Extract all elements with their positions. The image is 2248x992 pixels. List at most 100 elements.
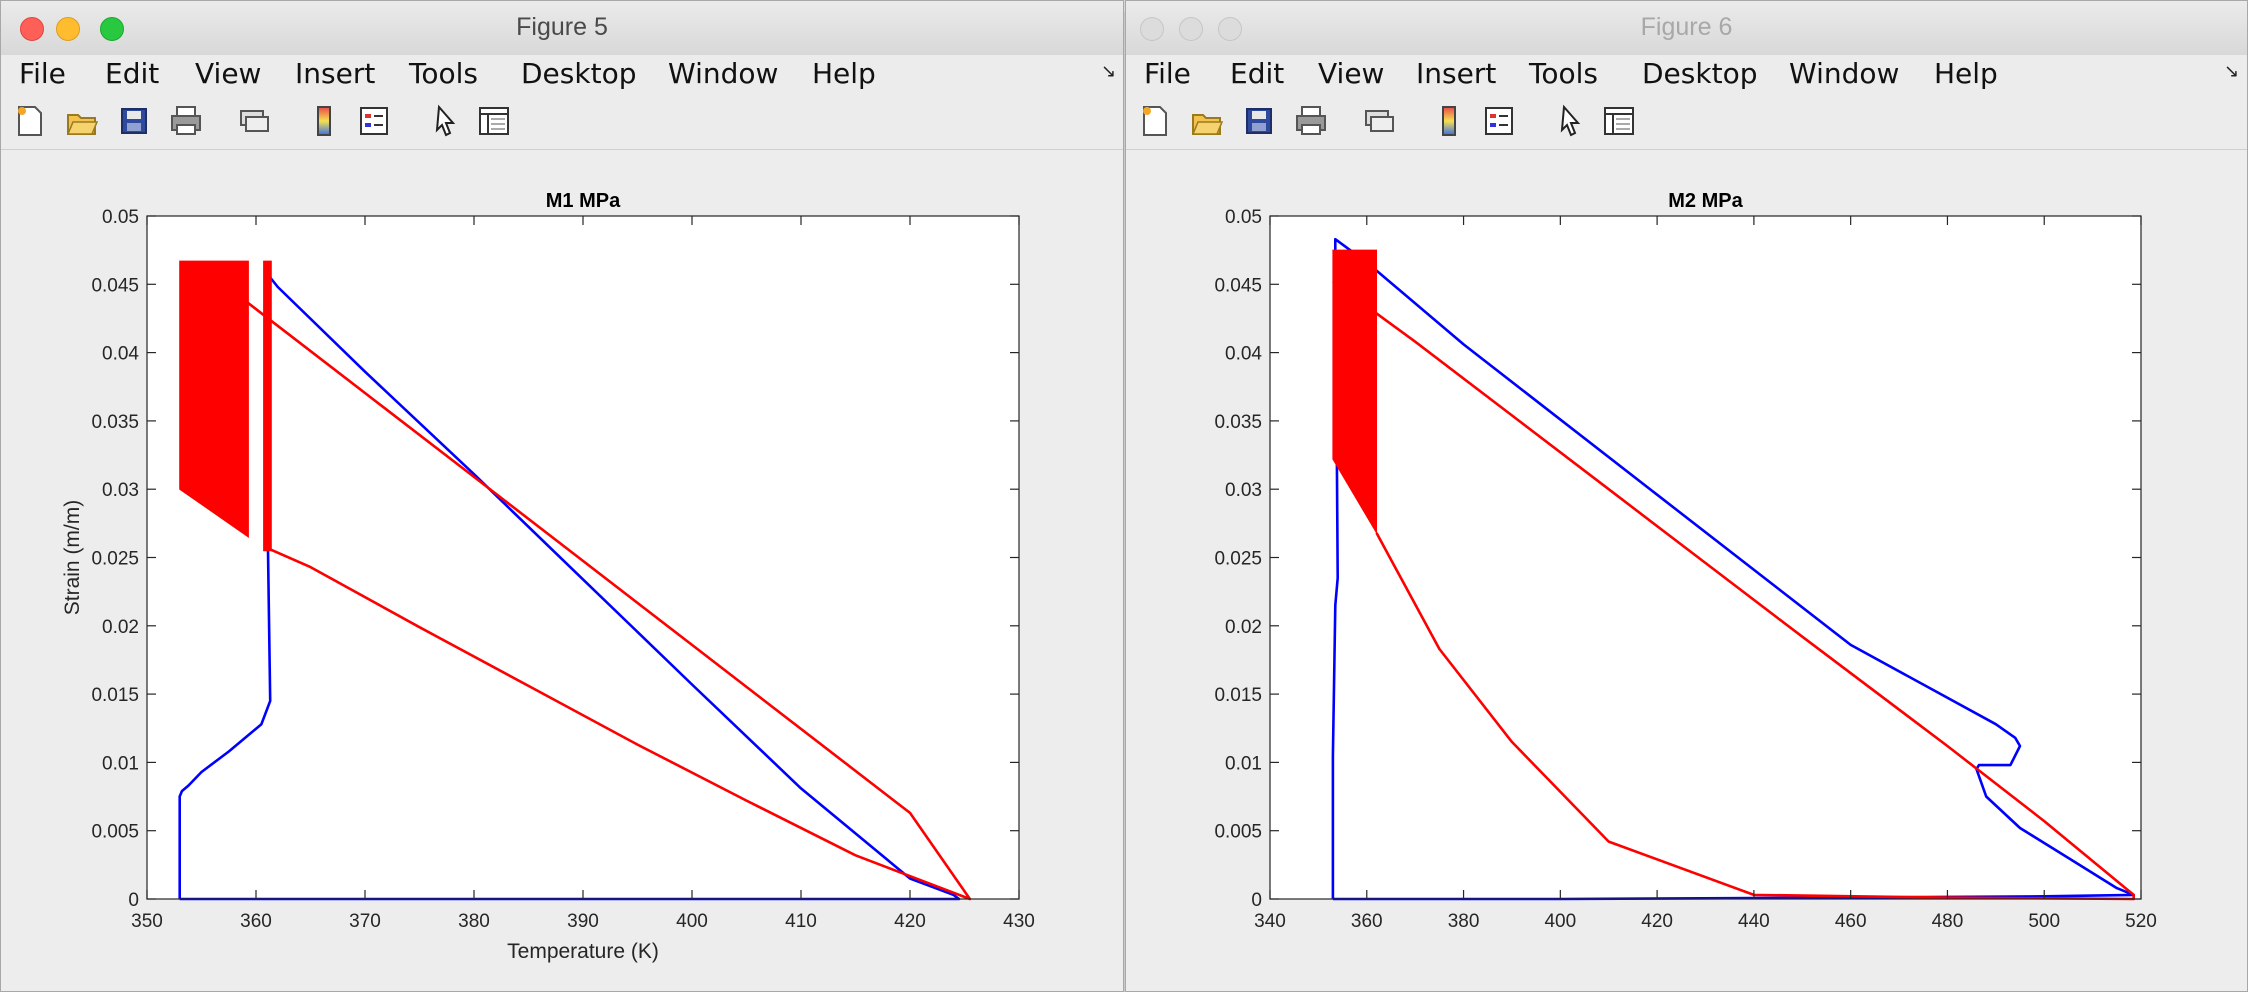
y-tick-label: 0.03 bbox=[102, 480, 139, 501]
x-tick-label: 380 bbox=[1448, 911, 1480, 932]
y-tick-label: 0.01 bbox=[102, 753, 139, 774]
link-icon[interactable] bbox=[237, 103, 271, 139]
close-window-icon[interactable] bbox=[20, 17, 44, 41]
x-tick-label: 390 bbox=[567, 911, 599, 932]
x-tick-label: 340 bbox=[1254, 911, 1286, 932]
figure-window-5[interactable]: Figure 5 File Edit View Insert Tools Des… bbox=[0, 0, 1124, 992]
y-tick-label: 0.05 bbox=[102, 207, 139, 228]
y-tick-label: 0.04 bbox=[102, 344, 139, 365]
legend-icon[interactable] bbox=[1482, 103, 1516, 139]
plot-area[interactable]: 350 360 370 380 390 400 410 420 430 0 0.005 0.01 0.0… bbox=[1, 150, 1123, 992]
open-file-icon[interactable] bbox=[65, 103, 99, 139]
x-tick-label: 360 bbox=[240, 911, 272, 932]
plot-area[interactable]: 340 360 380 400 420 440 460 480 500 520 0 0.005 0.01… bbox=[1126, 150, 2247, 992]
menu-edit[interactable]: Edit bbox=[1230, 57, 1285, 90]
pointer-icon[interactable] bbox=[429, 103, 463, 139]
x-tick-label: 520 bbox=[2125, 911, 2157, 932]
menu-help[interactable]: Help bbox=[812, 57, 876, 90]
print-icon[interactable] bbox=[1294, 103, 1328, 139]
series-fill-3 bbox=[263, 260, 272, 552]
open-file-icon[interactable] bbox=[1190, 103, 1224, 139]
link-icon[interactable] bbox=[1362, 103, 1396, 139]
print-icon[interactable] bbox=[169, 103, 203, 139]
save-icon[interactable] bbox=[1242, 103, 1276, 139]
y-axis-label: Strain (m/m) bbox=[61, 500, 84, 616]
y-tick-label: 0.03 bbox=[1225, 480, 1262, 501]
y-tick-label: 0.035 bbox=[91, 412, 139, 433]
y-tick-label: 0.045 bbox=[1214, 275, 1262, 296]
menu-file[interactable]: File bbox=[1144, 57, 1191, 90]
series-line-1 bbox=[1332, 280, 2136, 901]
x-tick-label: 370 bbox=[349, 911, 381, 932]
window-title: Figure 5 bbox=[516, 13, 608, 41]
figure-toolbar bbox=[1, 93, 1123, 150]
menu-tools[interactable]: Tools bbox=[1529, 57, 1598, 90]
menu-bar: File Edit View Insert Tools Desktop Wind… bbox=[1126, 55, 2247, 93]
y-tick-label: 0.015 bbox=[91, 685, 139, 706]
y-tick-label: 0.05 bbox=[1225, 207, 1262, 228]
x-tick-label: 380 bbox=[458, 911, 490, 932]
figure-window-6[interactable]: Figure 6 File Edit View Insert Tools Des… bbox=[1125, 0, 2248, 992]
x-tick-label: 410 bbox=[785, 911, 817, 932]
dock-arrow-icon[interactable]: ↘ bbox=[1101, 61, 1117, 81]
x-tick-label: 400 bbox=[676, 911, 708, 932]
y-tick-label: 0.045 bbox=[91, 275, 139, 296]
y-tick-label: 0.025 bbox=[1214, 549, 1262, 570]
y-tick-label: 0.035 bbox=[1214, 412, 1262, 433]
menu-help[interactable]: Help bbox=[1934, 57, 1998, 90]
pointer-icon[interactable] bbox=[1554, 103, 1588, 139]
menu-file[interactable]: File bbox=[19, 57, 66, 90]
x-tick-label: 430 bbox=[1003, 911, 1035, 932]
menu-tools[interactable]: Tools bbox=[409, 57, 478, 90]
chart-title: M1 MPa bbox=[546, 190, 621, 212]
menu-insert[interactable]: Insert bbox=[295, 57, 376, 90]
series-line-1 bbox=[244, 299, 972, 901]
axes-background bbox=[1270, 216, 2141, 899]
new-figure-icon[interactable] bbox=[1138, 103, 1172, 139]
minimize-window-icon[interactable] bbox=[56, 17, 80, 41]
title-bar[interactable]: Figure 5 bbox=[1, 1, 1123, 56]
property-inspector-icon[interactable] bbox=[1602, 103, 1636, 139]
minimize-window-icon[interactable] bbox=[1179, 17, 1203, 41]
y-tick-label: 0.01 bbox=[1225, 753, 1262, 774]
menu-window[interactable]: Window bbox=[1789, 57, 1900, 90]
y-tick-label: 0.02 bbox=[102, 617, 139, 638]
legend-icon[interactable] bbox=[357, 103, 391, 139]
x-tick-label: 400 bbox=[1544, 911, 1576, 932]
new-figure-icon[interactable] bbox=[13, 103, 47, 139]
y-tick-label: 0 bbox=[128, 890, 139, 911]
y-tick-label: 0.02 bbox=[1225, 617, 1262, 638]
property-inspector-icon[interactable] bbox=[477, 103, 511, 139]
colorbar-icon[interactable] bbox=[1432, 103, 1466, 139]
x-tick-label: 420 bbox=[1641, 911, 1673, 932]
zoom-window-icon[interactable] bbox=[100, 17, 124, 41]
close-window-icon[interactable] bbox=[1140, 17, 1164, 41]
x-axis-label: Temperature (K) bbox=[507, 940, 659, 963]
menu-window[interactable]: Window bbox=[668, 57, 779, 90]
series-fill-2 bbox=[179, 260, 249, 538]
x-tick-label: 360 bbox=[1351, 911, 1383, 932]
menu-bar: File Edit View Insert Tools Desktop Wind… bbox=[1, 55, 1123, 93]
x-tick-label: 480 bbox=[1932, 911, 1964, 932]
menu-desktop[interactable]: Desktop bbox=[521, 57, 637, 90]
menu-desktop[interactable]: Desktop bbox=[1642, 57, 1758, 90]
x-tick-label: 440 bbox=[1738, 911, 1770, 932]
menu-insert[interactable]: Insert bbox=[1416, 57, 1497, 90]
y-tick-label: 0 bbox=[1251, 890, 1262, 911]
figure-toolbar bbox=[1126, 93, 2247, 150]
y-tick-label: 0.025 bbox=[91, 549, 139, 570]
zoom-window-icon[interactable] bbox=[1218, 17, 1242, 41]
title-bar[interactable]: Figure 6 bbox=[1126, 1, 2247, 56]
y-tick-label: 0.015 bbox=[1214, 685, 1262, 706]
colorbar-icon[interactable] bbox=[307, 103, 341, 139]
x-tick-label: 420 bbox=[894, 911, 926, 932]
menu-view[interactable]: View bbox=[1318, 57, 1385, 90]
y-tick-label: 0.005 bbox=[1214, 822, 1262, 843]
menu-edit[interactable]: Edit bbox=[105, 57, 160, 90]
menu-view[interactable]: View bbox=[195, 57, 262, 90]
save-icon[interactable] bbox=[117, 103, 151, 139]
chart-title: M2 MPa bbox=[1668, 190, 1743, 212]
x-tick-label: 350 bbox=[131, 911, 163, 932]
dock-arrow-icon[interactable]: ↘ bbox=[2224, 61, 2240, 81]
x-tick-label: 500 bbox=[2028, 911, 2060, 932]
